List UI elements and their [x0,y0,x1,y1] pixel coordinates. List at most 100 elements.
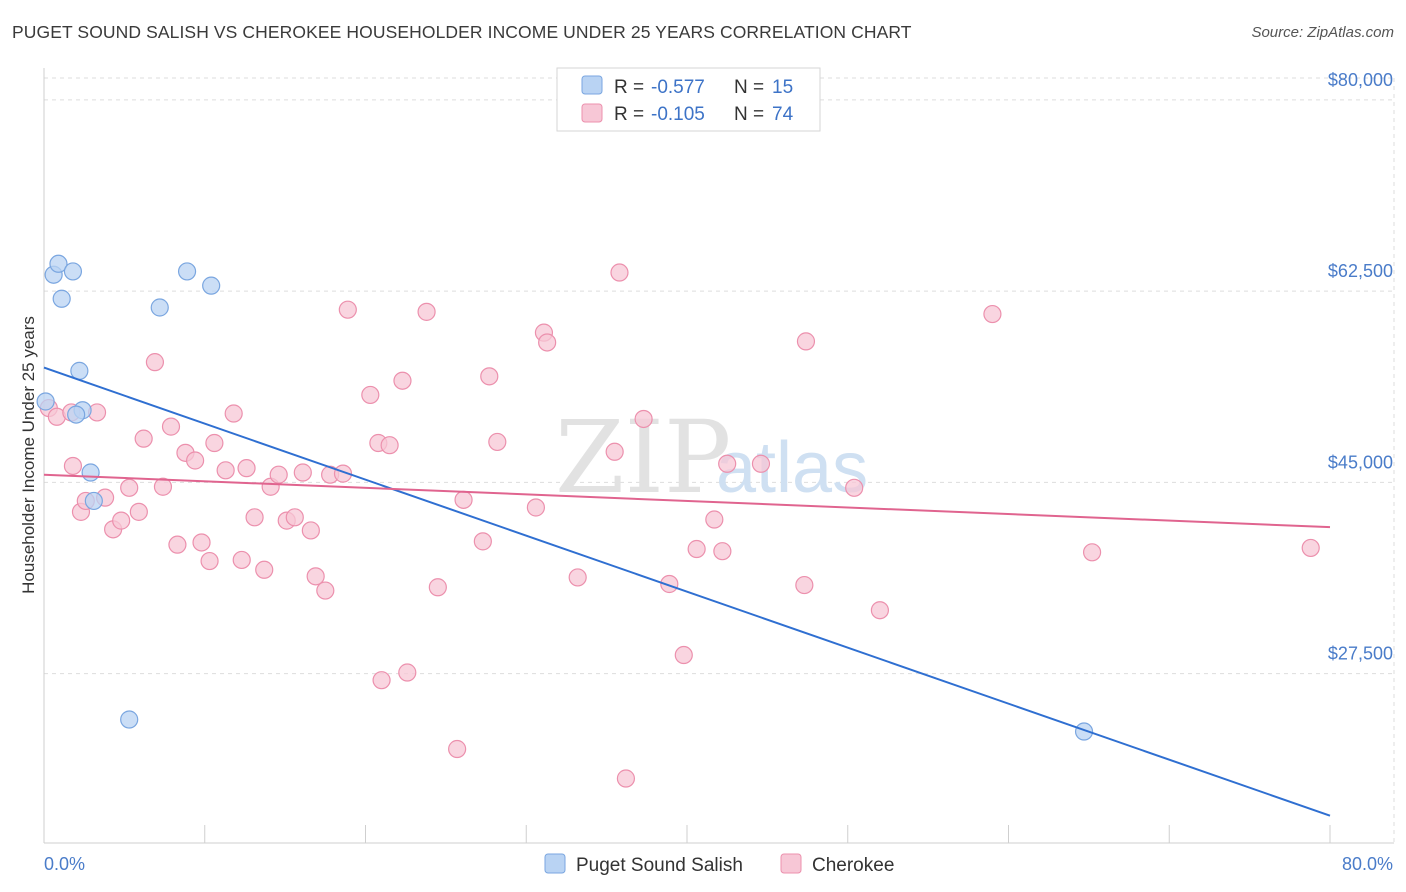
point-cherokee-70 [870,601,890,620]
point-puget-10 [120,710,139,729]
point-cherokee-47 [448,739,467,759]
point-cherokee-31 [285,508,304,527]
point-cherokee-67 [795,575,814,595]
source-credit: Source: ZipAtlas.com [1251,24,1394,41]
point-puget-8 [81,463,100,482]
x-tick-label-1: 80.0% [1342,854,1393,874]
point-cherokee-62 [687,539,706,559]
point-cherokee-29 [269,465,288,484]
point-cherokee-49 [473,532,492,551]
series-name-cherokee: Cherokee [812,855,894,876]
correlation-legend: R = -0.577 N = 15 R = -0.105 N = 74 [556,67,821,132]
point-cherokee-26 [245,508,264,527]
point-cherokee-57 [610,263,629,282]
point-puget-13 [202,276,221,295]
legend-n-label-puget: N = [734,77,764,98]
point-cherokee-61 [674,645,693,665]
point-cherokee-41 [380,436,399,455]
trend-line-puget [43,366,1331,817]
point-cherokee-38 [338,300,357,319]
point-cherokee-43 [372,671,391,690]
point-cherokee-55 [568,568,587,587]
legend-swatch-cherokee [581,103,603,123]
point-cherokee-50 [480,367,499,386]
point-cherokee-51 [488,432,507,452]
point-cherokee-23 [224,404,243,423]
point-cherokee-42 [393,371,412,390]
point-puget-7 [67,405,86,424]
point-cherokee-12 [134,429,153,448]
point-cherokee-65 [718,454,737,473]
point-cherokee-48 [454,490,473,509]
point-cherokee-56 [605,442,624,461]
legend-n-value-cherokee: 74 [772,104,794,125]
point-cherokee-72 [1082,543,1102,562]
point-cherokee-44 [398,663,417,682]
y-tick-label-0: $27,500 [1328,644,1393,664]
point-cherokee-13 [145,353,165,372]
point-cherokee-10 [120,478,139,497]
point-cherokee-60 [660,574,679,594]
point-cherokee-46 [428,578,447,597]
y-axis-label: Householder Income Under 25 years [19,316,38,594]
point-cherokee-27 [255,560,274,579]
point-cherokee-21 [205,433,224,453]
series-name-puget: Puget Sound Salish [576,855,743,876]
legend-r-value-cherokee: -0.105 [651,104,705,125]
series-swatch-cherokee [780,853,802,874]
legend-r-label-cherokee: R = [614,104,644,125]
tick-labels: $27,500 $45,000 $62,500 $80,000 0.0% 80.0% [44,70,1393,874]
point-cherokee-9 [112,511,131,530]
point-cherokee-19 [192,533,211,552]
point-puget-14 [1074,722,1094,741]
point-cherokee-54 [538,333,557,352]
legend-n-value-puget: 15 [772,77,793,98]
point-cherokee-4 [63,456,83,476]
legend-n-label-cherokee: N = [734,104,764,125]
point-cherokee-18 [186,451,205,470]
point-cherokee-11 [129,502,148,521]
point-cherokee-66 [751,454,771,473]
point-cherokee-73 [1301,538,1320,558]
trend-line-cherokee [43,473,1331,529]
point-puget-11 [150,298,169,317]
point-cherokee-63 [705,510,724,529]
point-cherokee-64 [713,542,732,561]
watermark-atlas: atlas [716,428,868,508]
point-cherokee-15 [161,417,181,436]
chart-title: PUGET SOUND SALISH VS CHEROKEE HOUSEHOLD… [12,22,912,42]
point-cherokee-24 [232,550,251,570]
y-tick-label-2: $62,500 [1328,261,1393,281]
point-cherokee-35 [316,581,335,600]
point-puget-9 [84,491,103,511]
point-cherokee-45 [417,302,436,321]
y-tick-label-3: $80,000 [1328,70,1393,90]
point-cherokee-14 [153,477,173,496]
series-swatch-puget [544,853,566,874]
point-cherokee-22 [216,461,235,480]
point-cherokee-20 [200,551,219,571]
x-tick-label-0: 0.0% [44,854,85,874]
point-cherokee-59 [634,409,653,429]
point-cherokee-69 [845,478,864,497]
point-cherokee-52 [526,498,545,517]
point-puget-3 [52,289,71,308]
point-puget-4 [63,262,83,281]
legend-r-value-puget: -0.577 [651,77,705,98]
point-puget-0 [36,392,55,411]
axes-layer [43,68,1394,844]
point-cherokee-39 [361,385,380,405]
point-cherokee-16 [168,535,187,554]
point-cherokee-68 [796,332,816,351]
point-cherokee-71 [983,304,1002,324]
trend-layer [43,366,1331,817]
series-legend: Puget Sound Salish Cherokee [544,853,894,876]
point-puget-2 [49,254,68,273]
legend-swatch-puget [581,75,603,95]
y-tick-label-1: $45,000 [1328,452,1393,472]
point-cherokee-25 [237,459,256,478]
points-layer [36,254,1320,788]
point-cherokee-32 [293,463,312,482]
legend-r-label-puget: R = [614,77,644,98]
